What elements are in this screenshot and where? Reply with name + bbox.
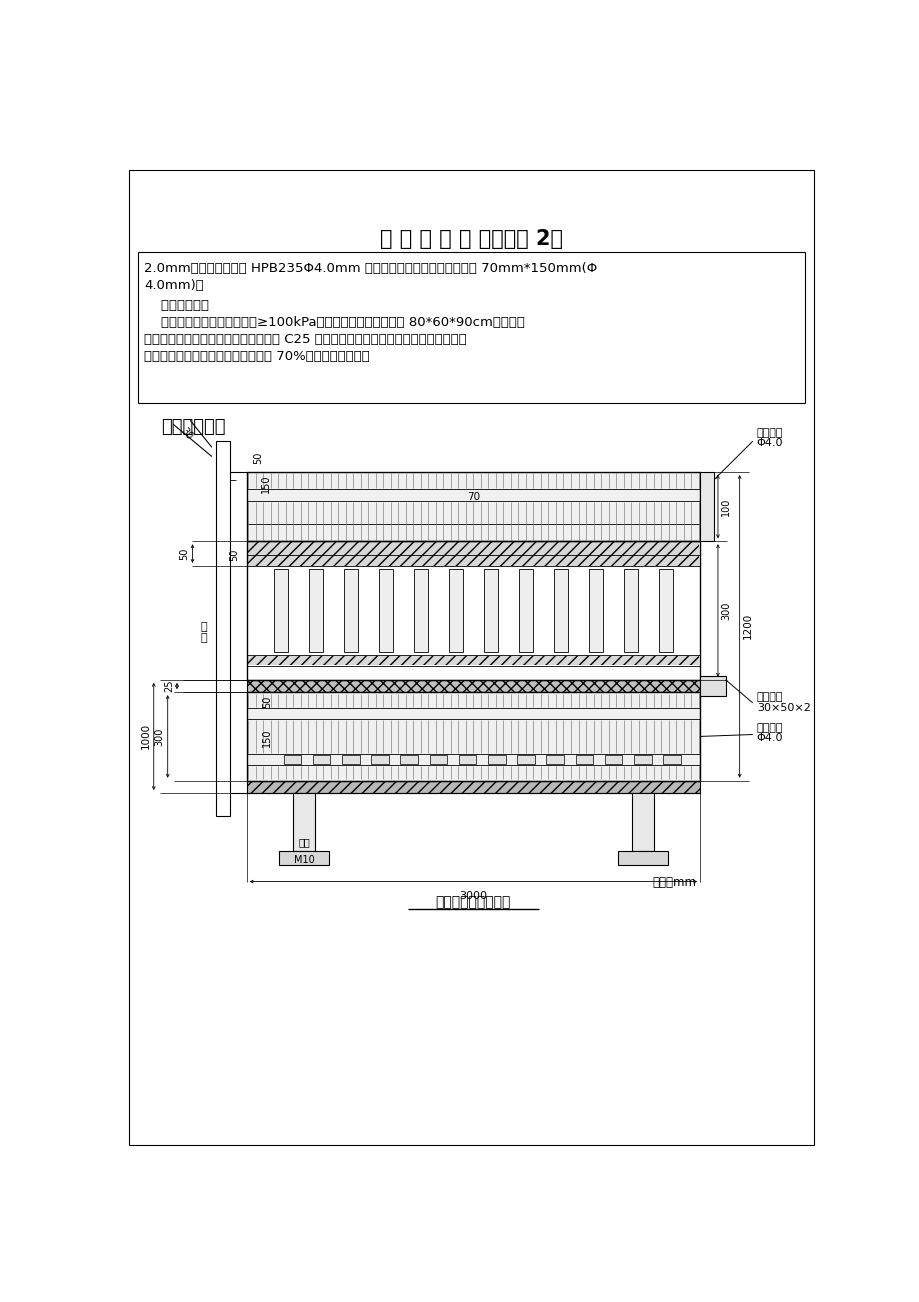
Bar <box>575 755 593 764</box>
Text: Φ4.0: Φ4.0 <box>756 733 782 743</box>
Text: 防护栅栏结构示意图: 防护栅栏结构示意图 <box>436 896 511 909</box>
Text: 50: 50 <box>179 547 189 560</box>
Bar <box>699 676 725 697</box>
Text: 1000: 1000 <box>141 724 151 750</box>
Bar <box>459 755 476 764</box>
Bar <box>633 755 651 764</box>
Bar <box>293 793 314 850</box>
Bar <box>631 793 652 850</box>
Text: 300: 300 <box>154 728 165 746</box>
Text: 浸朔钢丝: 浸朔钢丝 <box>756 428 782 439</box>
Text: 25: 25 <box>164 680 174 693</box>
Text: 1200: 1200 <box>742 613 752 639</box>
Bar <box>400 755 417 764</box>
Bar <box>246 471 699 542</box>
Text: 30×50×2: 30×50×2 <box>756 703 810 712</box>
Bar <box>309 569 323 652</box>
Bar <box>699 471 713 542</box>
Bar <box>312 755 330 764</box>
Text: M10: M10 <box>293 854 314 865</box>
Text: 70: 70 <box>466 492 480 501</box>
Text: 4.0mm)。: 4.0mm)。 <box>144 279 204 292</box>
Bar <box>283 755 301 764</box>
Text: 一般土质地段，地基承载力≥100kPa，防护栅栏立柱基础采用 80*60*90cm。埋入立: 一般土质地段，地基承载力≥100kPa，防护栅栏立柱基础采用 80*60*90c… <box>144 315 525 328</box>
Bar <box>246 542 699 680</box>
Text: 300: 300 <box>720 602 731 620</box>
Text: 螺栓: 螺栓 <box>298 837 310 846</box>
Bar <box>379 569 392 652</box>
Bar <box>246 680 699 693</box>
Bar <box>518 569 532 652</box>
Bar <box>342 755 359 764</box>
Text: Φ4.0: Φ4.0 <box>756 437 782 448</box>
Bar <box>429 755 447 764</box>
Text: 50: 50 <box>262 695 272 707</box>
Bar <box>371 755 389 764</box>
Bar <box>344 569 357 652</box>
Text: 50: 50 <box>253 452 263 465</box>
Bar <box>546 755 563 764</box>
Text: 30: 30 <box>178 426 194 441</box>
Bar <box>247 542 698 566</box>
Text: 150: 150 <box>262 729 272 747</box>
Text: 技 术 交 底 记 录（附页 2）: 技 术 交 底 记 录（附页 2） <box>380 229 562 250</box>
Bar <box>247 656 698 665</box>
Text: 要垂直，待基础混凝土强度达到强度 70%后方可撤除支撑。: 要垂直，待基础混凝土强度达到强度 70%后方可撤除支撑。 <box>144 349 369 362</box>
Bar <box>246 693 699 781</box>
Bar <box>604 755 621 764</box>
Text: 3000: 3000 <box>459 891 487 901</box>
Bar <box>516 755 534 764</box>
Bar <box>246 781 699 793</box>
Bar <box>658 569 672 652</box>
Bar <box>278 850 329 865</box>
Text: 柱时，应严格控制好位置，定位后，用 C25 混凝土浇注，并保证立柱横向不移位，竖向: 柱时，应严格控制好位置，定位后，用 C25 混凝土浇注，并保证立柱横向不移位，竖… <box>144 332 467 345</box>
Bar <box>487 755 505 764</box>
Text: 单位：mm: 单位：mm <box>652 876 696 889</box>
Text: 立
柱: 立 柱 <box>200 621 207 643</box>
Text: 100: 100 <box>720 497 731 516</box>
Text: 50: 50 <box>229 549 239 561</box>
Bar <box>483 569 497 652</box>
Text: 三、立柱基础: 三、立柱基础 <box>144 298 210 311</box>
Text: 150: 150 <box>261 474 271 492</box>
Bar <box>274 569 288 652</box>
Bar <box>414 569 427 652</box>
Bar <box>623 569 637 652</box>
Bar <box>588 569 602 652</box>
Bar <box>663 755 680 764</box>
Bar <box>553 569 567 652</box>
Bar <box>448 569 462 652</box>
Bar <box>216 441 230 816</box>
Bar <box>617 850 667 865</box>
Text: 2.0mm；内部钢丝采用 HPB235Φ4.0mm 高线钢丝冷拔加工，规格上抛网 70mm*150mm(Φ: 2.0mm；内部钢丝采用 HPB235Φ4.0mm 高线钢丝冷拔加工，规格上抛网… <box>144 262 597 275</box>
Text: 矩管边框: 矩管边框 <box>756 691 782 702</box>
Text: 浸塑钢丝: 浸塑钢丝 <box>756 723 782 733</box>
Text: 一、设置要求: 一、设置要求 <box>162 418 226 436</box>
Bar <box>138 253 804 402</box>
